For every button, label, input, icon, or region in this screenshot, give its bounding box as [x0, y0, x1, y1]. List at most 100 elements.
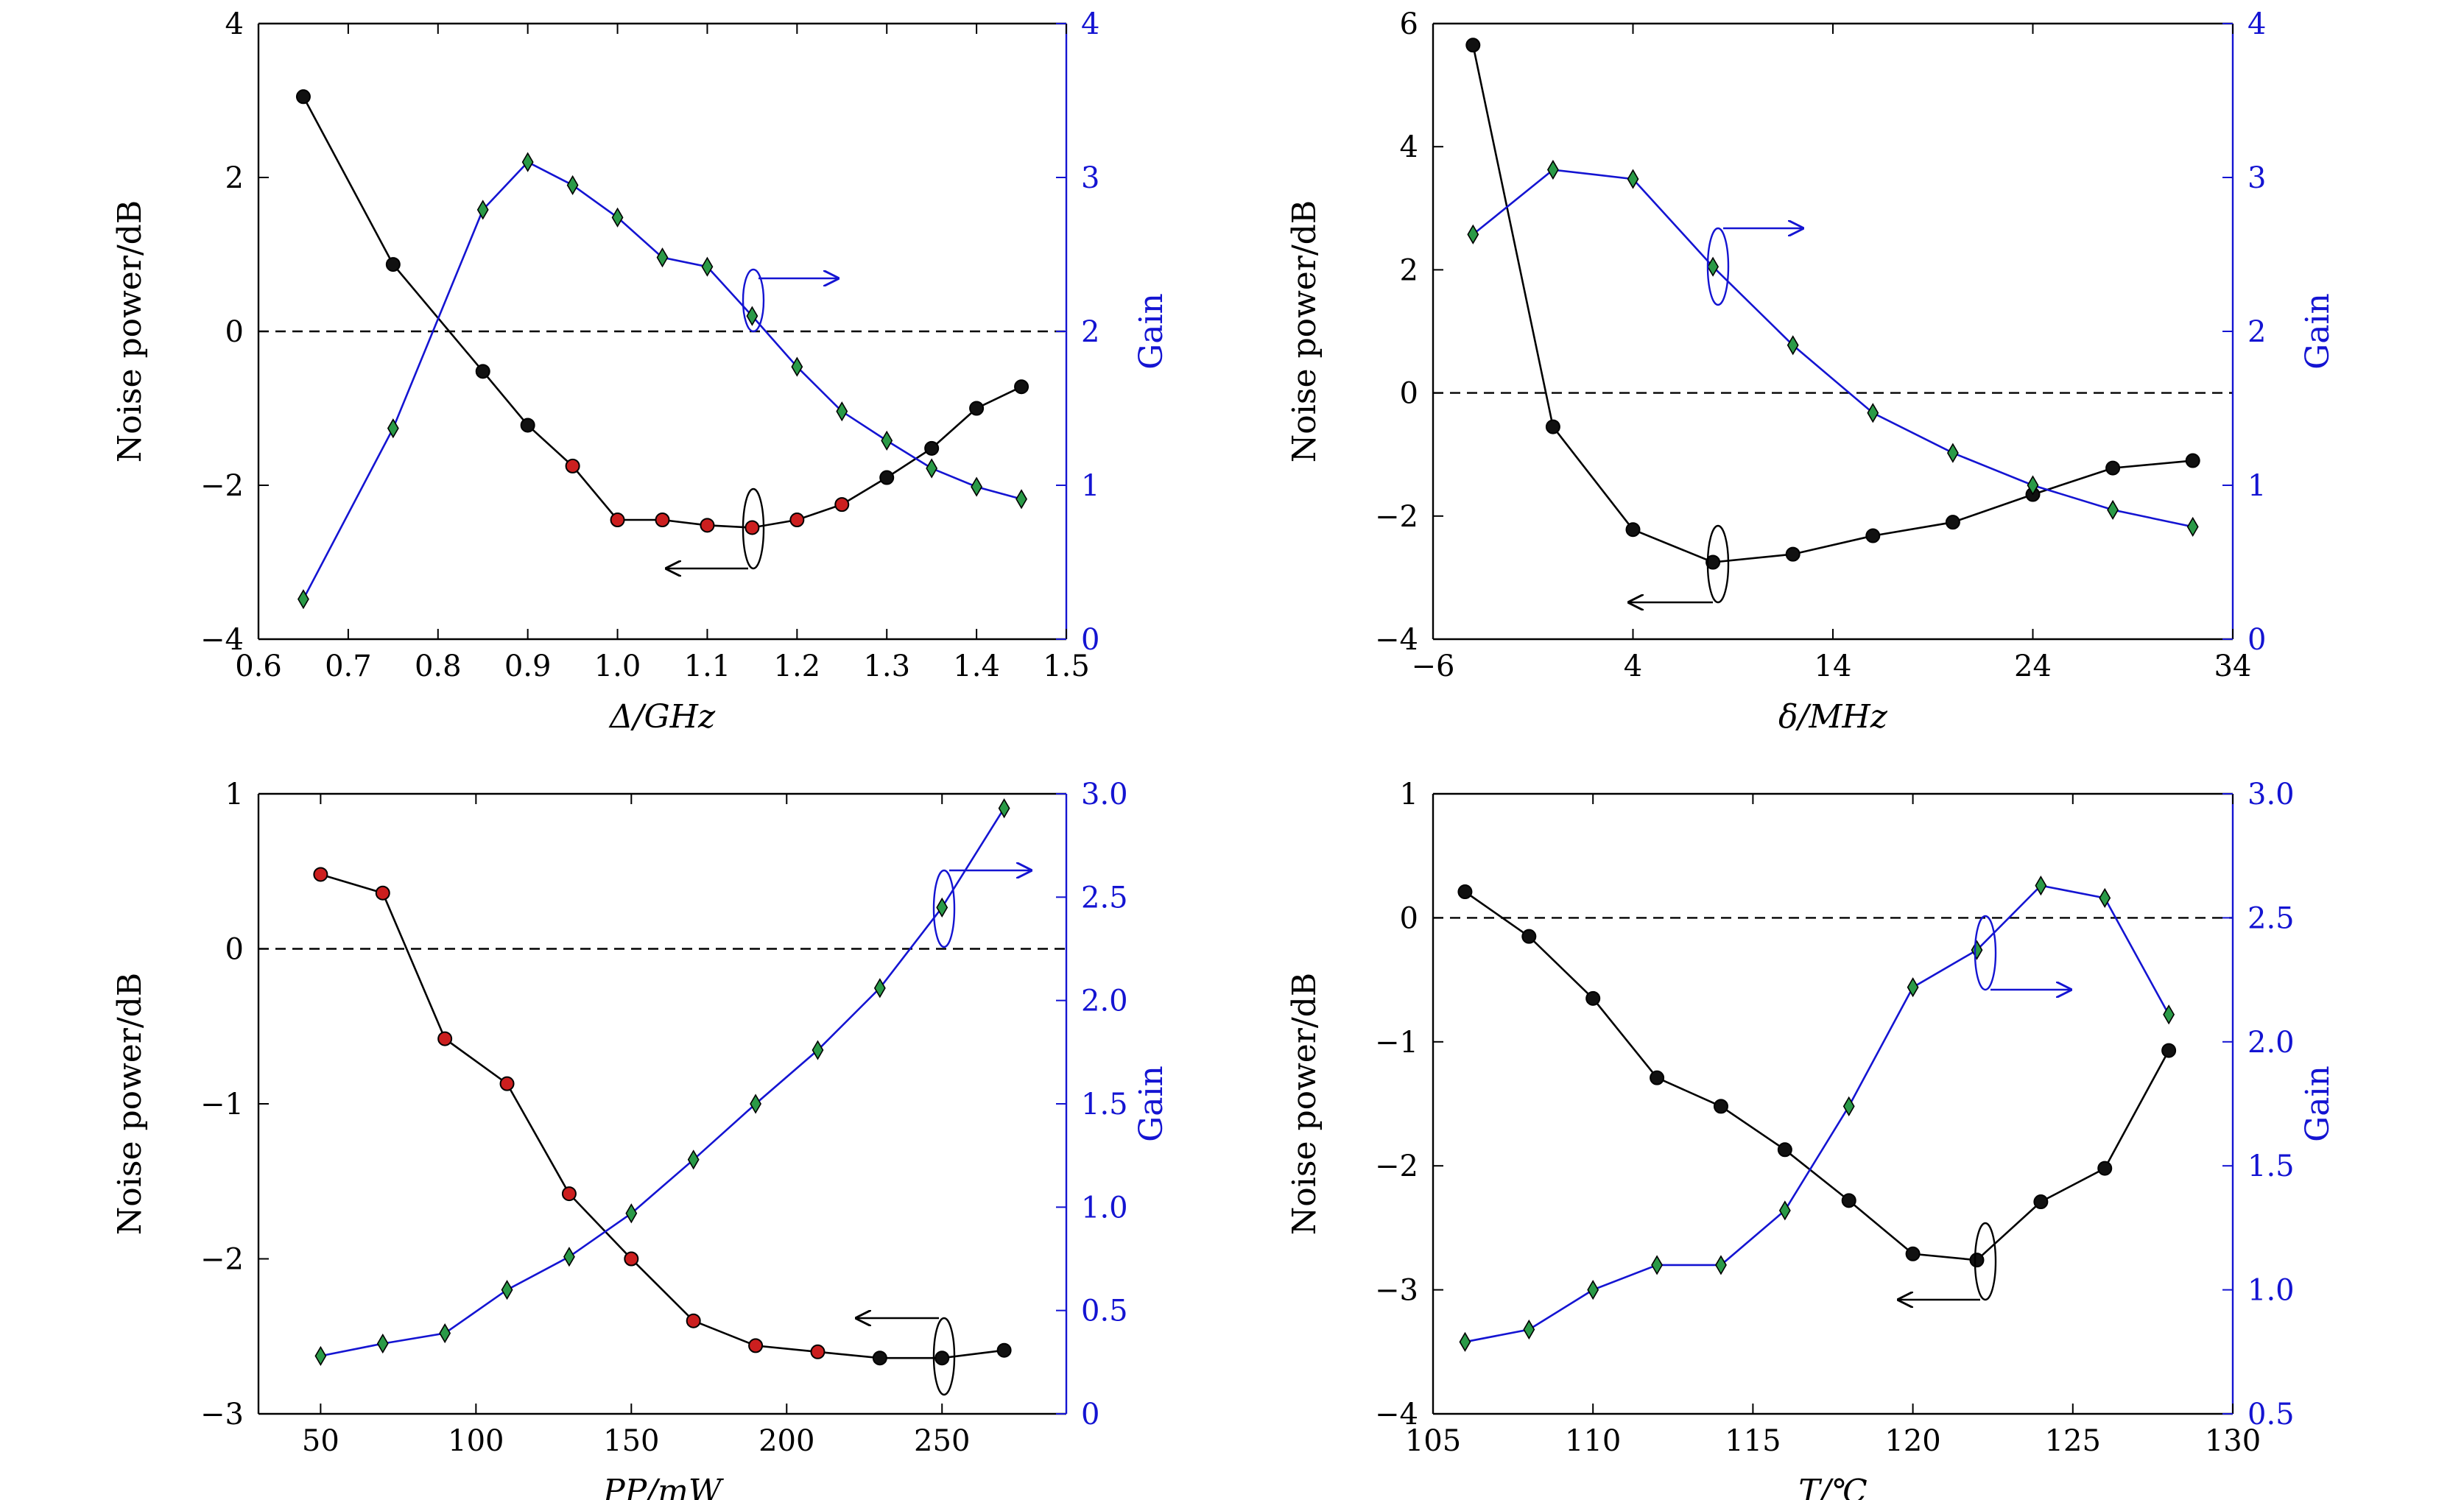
chart-panel-top-left: 0.6 0.7 0.8 0.9 1.0 1.1 1.2 1.3 1.4 1.5 −4 −2 0 2 4 0 1 2… [111, 7, 1170, 736]
gain-point [836, 401, 848, 422]
x-tick-label: 14 [1814, 649, 1852, 683]
x-tick-label: 100 [448, 1424, 504, 1458]
gain-point [2107, 499, 2119, 521]
gain-point [439, 1323, 451, 1344]
chart-panel-bottom-left: 50 100 150 200 250 −3 −2 −1 0 1 0 0.5 1.0 1.5 2.0 2.5 3.… [111, 778, 1170, 1500]
y-right-axis-label: Gain [2299, 1066, 2337, 1142]
gain-series-line [1465, 884, 2170, 1343]
x-tick-label: 1.3 [863, 649, 910, 683]
noise-power-point [834, 497, 850, 513]
x-tick-label: 1.0 [594, 649, 641, 683]
gain-point [1842, 1096, 1855, 1116]
gain-point [1651, 1255, 1664, 1275]
gain-point [656, 247, 669, 268]
x-tick-label: −6 [1412, 649, 1455, 683]
noise-series-annotation-ellipse [742, 487, 765, 570]
x-tick-label: 34 [2214, 649, 2252, 683]
gain-point [1946, 443, 1959, 463]
y-left-axis-label: Noise power/dB [111, 973, 149, 1235]
y-left-tick-label: −2 [200, 469, 244, 503]
y-right-tick-label: 3.0 [1081, 778, 1128, 811]
noise-power-point [655, 513, 670, 528]
noise-power-point [2033, 1194, 2049, 1210]
gain-point [1627, 169, 1639, 189]
noise-power-point [499, 1076, 515, 1091]
x-axis-label: Δ/GHz [608, 698, 716, 736]
x-tick-label: 150 [603, 1424, 659, 1458]
noise-power-point [745, 520, 760, 535]
noise-power-point [2161, 1043, 2177, 1058]
noise-power-point [385, 257, 401, 272]
y-right-tick-label: 4 [2247, 7, 2266, 41]
noise-power-point [969, 401, 985, 416]
gain-point [1778, 1200, 1791, 1221]
y-left-tick-label: −4 [1375, 623, 1418, 657]
x-tick-label: 1.5 [1043, 649, 1090, 683]
gain-point [2099, 887, 2111, 909]
gain-point [563, 1247, 575, 1267]
noise-power-point [1014, 379, 1029, 395]
noise-power-point [748, 1338, 764, 1353]
y-left-tick-label: 1 [225, 778, 244, 811]
y-left-tick-label: 4 [225, 7, 244, 41]
noise-power-point [561, 1186, 577, 1202]
noise-power-point [1465, 38, 1481, 53]
gain-point [387, 418, 399, 439]
gain-point [701, 256, 714, 277]
y-left-tick-label: −1 [1375, 1026, 1418, 1060]
noise-power-point [475, 364, 490, 379]
y-left-tick-label: −4 [1375, 1398, 1418, 1432]
y-left-tick-label: −4 [200, 623, 244, 657]
noise-power-point [565, 458, 580, 473]
y-right-axis-label: Gain [1133, 1066, 1170, 1142]
gain-series-annotation-ellipse [932, 869, 956, 948]
noise-power-point [700, 518, 715, 533]
noise-power-point [2097, 1161, 2113, 1176]
y-right-tick-label: 1.5 [2247, 1149, 2295, 1183]
x-tick-label: 0.9 [504, 649, 552, 683]
noise-power-point [996, 1342, 1012, 1358]
y-left-tick-label: −2 [1375, 1149, 1418, 1183]
noise-series-annotation-ellipse [932, 1317, 956, 1396]
noise-power-point [1865, 528, 1881, 543]
y-right-tick-label: 1 [1081, 469, 1099, 503]
y-right-tick-label: 0 [1081, 623, 1099, 657]
gain-point [1787, 335, 1799, 356]
gain-point [687, 1149, 700, 1170]
gain-point [1715, 1255, 1727, 1275]
y-left-tick-label: −3 [200, 1398, 244, 1432]
noise-power-point [1945, 515, 1960, 530]
x-tick-label: 0.6 [235, 649, 282, 683]
gain-point [521, 152, 534, 172]
noise-power-point [924, 440, 940, 456]
y-right-tick-label: 0 [2247, 623, 2266, 657]
y-left-tick-label: 4 [1400, 130, 1418, 164]
noise-power-point [1585, 990, 1601, 1006]
gain-point [611, 207, 624, 228]
noise-power-point [879, 470, 895, 485]
y-left-tick-label: −2 [200, 1243, 244, 1277]
gain-point [936, 897, 948, 918]
noise-series-annotation-ellipse [1974, 1222, 1997, 1301]
x-tick-label: 115 [1725, 1424, 1781, 1458]
x-tick-label: 4 [1624, 649, 1642, 683]
y-right-tick-label: 2.5 [1081, 881, 1128, 915]
noise-power-point [1841, 1193, 1856, 1208]
y-right-tick-label: 2.5 [2247, 901, 2295, 935]
y-left-tick-label: −2 [1375, 500, 1418, 534]
noise-power-point [1706, 554, 1721, 570]
x-tick-label: 0.7 [325, 649, 372, 683]
y-right-tick-label: 1.0 [1081, 1191, 1128, 1225]
gain-point [1015, 489, 1027, 510]
y-right-tick-label: 1.0 [2247, 1274, 2295, 1308]
y-left-tick-label: 6 [1400, 7, 1418, 41]
noise-power-point [313, 867, 328, 882]
y-left-tick-label: 2 [1400, 253, 1418, 287]
y-right-tick-label: 0 [1081, 1398, 1099, 1432]
gain-point [1467, 224, 1479, 244]
gain-point [1587, 1280, 1599, 1300]
gain-series-line [1472, 169, 2193, 528]
